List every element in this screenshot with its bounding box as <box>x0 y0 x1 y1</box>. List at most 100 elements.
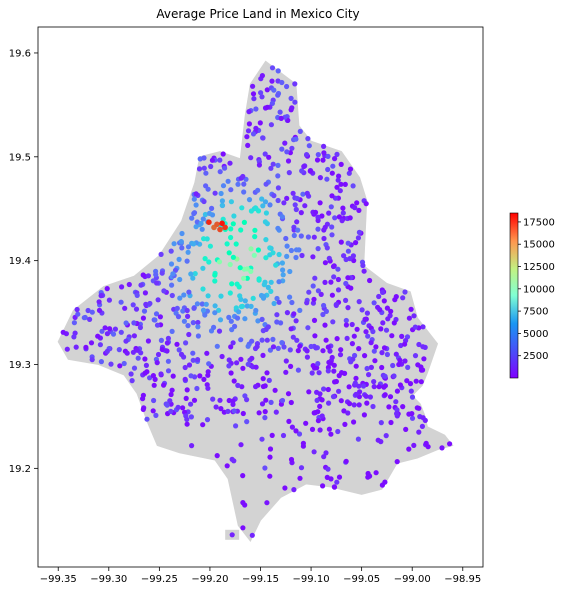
price-point <box>267 245 273 251</box>
price-point <box>384 305 390 311</box>
price-point <box>262 383 268 389</box>
price-point <box>288 95 294 101</box>
price-point <box>218 406 224 412</box>
price-point <box>266 154 272 160</box>
price-point <box>351 419 357 425</box>
price-point <box>118 299 124 305</box>
price-point <box>107 326 113 332</box>
price-point <box>267 347 273 353</box>
price-point <box>343 458 349 464</box>
price-point <box>96 299 102 305</box>
price-point <box>327 348 333 354</box>
price-point <box>291 311 297 317</box>
price-point <box>106 297 112 303</box>
price-point <box>386 404 392 410</box>
price-point <box>153 412 159 418</box>
price-point <box>188 373 194 379</box>
price-point <box>262 219 268 225</box>
price-point <box>388 419 394 426</box>
price-point <box>323 308 329 314</box>
price-point <box>178 239 184 245</box>
price-point <box>338 239 344 245</box>
price-point <box>73 344 79 350</box>
price-point <box>217 169 223 175</box>
price-point <box>400 404 406 410</box>
price-point <box>185 323 191 329</box>
price-point <box>244 134 250 140</box>
price-point <box>253 384 259 390</box>
price-point <box>217 317 224 323</box>
price-point <box>263 210 269 216</box>
price-point <box>241 275 247 281</box>
price-point <box>193 202 199 208</box>
price-point <box>325 368 331 374</box>
price-point <box>191 305 197 311</box>
price-point <box>362 353 368 359</box>
price-point <box>355 235 361 241</box>
price-point <box>280 267 286 273</box>
price-point <box>184 421 190 427</box>
price-point <box>286 418 292 424</box>
price-point <box>98 293 104 299</box>
price-point <box>328 431 334 437</box>
price-point <box>235 181 241 187</box>
price-point <box>119 284 125 290</box>
price-point <box>96 307 103 313</box>
price-point <box>224 241 230 247</box>
price-point <box>206 210 213 216</box>
colorbar-tick-label: 7500 <box>523 307 548 318</box>
price-point <box>295 227 301 233</box>
price-point <box>248 246 254 252</box>
price-point-high <box>206 219 212 225</box>
price-point <box>212 272 218 278</box>
price-point <box>295 367 301 373</box>
price-point <box>246 197 253 203</box>
price-point <box>283 358 289 364</box>
price-point <box>118 329 124 335</box>
price-point <box>258 292 265 299</box>
price-point <box>413 378 419 384</box>
price-point <box>299 168 305 174</box>
price-point <box>391 320 397 326</box>
price-point-high <box>217 226 223 233</box>
price-point <box>321 143 327 149</box>
price-point <box>304 354 310 360</box>
price-point <box>332 156 338 162</box>
price-point <box>240 500 246 506</box>
price-point <box>193 191 199 197</box>
price-point <box>240 410 246 417</box>
price-point <box>60 329 66 335</box>
price-point <box>88 340 95 346</box>
price-point <box>188 271 194 277</box>
price-point <box>268 165 274 171</box>
price-point <box>315 361 321 367</box>
price-point <box>319 397 325 403</box>
price-point <box>314 397 320 403</box>
price-point <box>134 292 140 298</box>
price-point <box>242 298 248 304</box>
price-point <box>185 249 191 255</box>
price-point <box>255 318 261 324</box>
price-point <box>346 401 353 407</box>
price-point <box>363 201 369 207</box>
price-point <box>262 199 269 205</box>
price-point <box>262 409 268 415</box>
price-point <box>158 251 164 257</box>
price-point <box>202 256 208 262</box>
price-point <box>194 301 200 307</box>
price-point <box>422 417 428 423</box>
price-point <box>233 423 239 429</box>
price-point <box>402 341 408 347</box>
price-point <box>180 308 186 314</box>
price-point <box>151 397 157 404</box>
price-point <box>356 229 362 235</box>
price-point <box>164 340 170 346</box>
price-point <box>294 219 300 225</box>
price-point <box>356 346 362 352</box>
price-point <box>387 394 394 400</box>
price-point <box>366 372 372 378</box>
price-point <box>325 153 331 159</box>
price-point <box>284 83 290 90</box>
price-point <box>373 344 379 350</box>
price-point <box>228 370 234 376</box>
